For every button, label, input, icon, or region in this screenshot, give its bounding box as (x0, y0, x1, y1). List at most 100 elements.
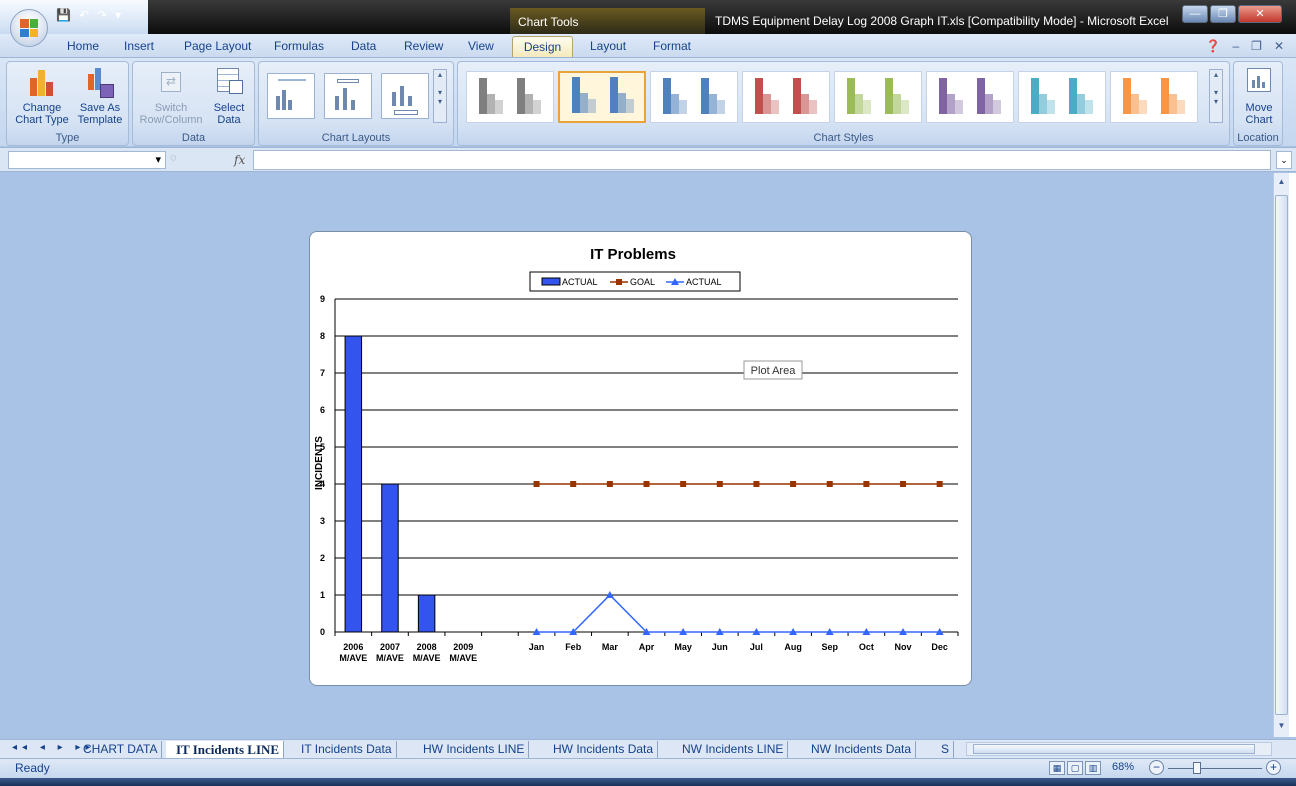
vertical-scrollbar[interactable]: ▲ ▼ (1273, 173, 1289, 737)
close-workbook-icon[interactable]: ✕ (1273, 39, 1284, 53)
minimize-button[interactable]: — (1182, 5, 1208, 23)
x-tick-label: 2007 M/AVE (376, 642, 404, 663)
save-as-template-button[interactable]: Save As Template (72, 66, 128, 126)
tab-data[interactable]: Data (351, 39, 377, 53)
chart-style-3[interactable] (650, 71, 738, 123)
sheet-tab-hw-incidents-line[interactable]: HW Incidents LINE (413, 741, 530, 758)
zoom-in-icon[interactable]: + (1266, 760, 1281, 775)
style-thumb-bar (1085, 100, 1093, 114)
style-thumb-bar (947, 94, 955, 114)
tab-page-layout[interactable]: Page Layout (184, 39, 252, 53)
chart-layout-3[interactable] (381, 73, 429, 119)
style-thumb-bar (671, 94, 679, 114)
style-thumb-bar (533, 100, 541, 114)
change-chart-type-button[interactable]: Change Chart Type (12, 66, 72, 126)
vertical-scroll-thumb[interactable] (1275, 195, 1288, 715)
sheet-tab-nw-incidents-line[interactable]: NW Incidents LINE (672, 741, 789, 758)
page-break-view-icon[interactable]: ▥ (1085, 761, 1101, 775)
chart-styles-scroll[interactable]: ▴ ▾ ▾ (1209, 69, 1223, 123)
close-button[interactable]: ✕ (1238, 5, 1282, 23)
quick-access-toolbar: 💾 ↶ ↷ ▾ (56, 8, 121, 22)
sheet-tab-it-incidents-data[interactable]: IT Incidents Data (291, 741, 397, 758)
sheet-tab-chart-data[interactable]: CHART DATA (73, 741, 163, 758)
tab-insert[interactable]: Insert (124, 39, 155, 53)
move-chart-button[interactable]: Move Chart (1236, 66, 1282, 126)
x-tick-label: Aug (784, 642, 802, 652)
sheet-tab-nw-incidents-data[interactable]: NW Incidents Data (801, 741, 917, 758)
undo-icon[interactable]: ↶ (78, 8, 90, 22)
y-tick-label: 3 (320, 516, 325, 526)
y-tick-label: 7 (320, 368, 325, 378)
x-tick-label-line: Feb (565, 642, 582, 652)
sheet-tab-more[interactable]: S (931, 741, 955, 758)
ribbon-minimize-icon[interactable]: – (1232, 39, 1240, 53)
zoom-slider-thumb[interactable] (1193, 762, 1201, 774)
restore-workbook-icon[interactable]: ❐ (1251, 39, 1262, 53)
sheet-nav-arrows[interactable]: ◂◂ ◂ ▸ ▸▸ (12, 742, 96, 753)
switch-row-column-icon: ⇄ (155, 66, 187, 98)
sheet-tab-hw-incidents-data[interactable]: HW Incidents Data (543, 741, 659, 758)
zoom-slider-track[interactable] (1168, 768, 1262, 769)
chart-style-5[interactable] (834, 71, 922, 123)
horizontal-scrollbar[interactable] (966, 742, 1272, 756)
sheet-tab-bar: ◂◂ ◂ ▸ ▸▸ CHART DATA IT Incidents LINE I… (0, 739, 1296, 758)
chart-style-2[interactable] (558, 71, 646, 123)
scroll-down-icon[interactable]: ▼ (1277, 721, 1286, 730)
name-box-dropdown-icon[interactable]: ▾ (155, 154, 161, 166)
x-tick-label-line: M/AVE (413, 653, 441, 663)
scroll-up-icon[interactable]: ▲ (1277, 177, 1286, 186)
chart-style-4[interactable] (742, 71, 830, 123)
actual-marker (605, 591, 614, 598)
goal-marker (570, 481, 577, 487)
switch-row-column-button[interactable]: ⇄ Switch Row/Column (136, 66, 206, 126)
style-thumb-bar (1177, 100, 1185, 114)
chart-style-6[interactable] (926, 71, 1014, 123)
zoom-level[interactable]: 68% (1112, 761, 1135, 773)
select-data-button[interactable]: Select Data (205, 66, 253, 126)
save-icon[interactable]: 💾 (56, 8, 71, 22)
style-thumb-bar (479, 78, 487, 114)
y-axis-label[interactable]: INCIDENTS (314, 436, 325, 490)
style-thumb-bar (610, 77, 618, 113)
style-thumb-bar (679, 100, 687, 114)
chart-style-8[interactable] (1110, 71, 1198, 123)
zoom-out-icon[interactable]: − (1149, 760, 1164, 775)
window-controls: — ❐ ✕ (1182, 5, 1282, 23)
move-chart-label: Move Chart (1245, 102, 1273, 126)
tab-formulas[interactable]: Formulas (274, 39, 325, 53)
redo-icon[interactable]: ↷ (97, 8, 108, 22)
help-icon[interactable]: ❓ (1205, 39, 1221, 53)
tab-review[interactable]: Review (404, 39, 444, 53)
chart-legend[interactable]: ACTUAL GOAL ACTUAL (529, 271, 741, 292)
page-layout-view-icon[interactable]: ▢ (1067, 761, 1083, 775)
chart-layout-2[interactable] (324, 73, 372, 119)
legend-label: ACTUAL (562, 277, 598, 287)
customize-qat-icon[interactable]: ▾ (115, 8, 122, 22)
office-button[interactable] (10, 9, 48, 47)
tab-format[interactable]: Format (653, 39, 692, 53)
name-box[interactable]: ▾ (8, 151, 166, 169)
chart-title[interactable]: IT Problems (590, 246, 676, 263)
chart-style-1[interactable] (466, 71, 554, 123)
chart-style-7[interactable] (1018, 71, 1106, 123)
chart-layouts-scroll[interactable]: ▴ ▾ ▾ (433, 69, 447, 123)
sheet-tab-it-incidents-line[interactable]: IT Incidents LINE (166, 741, 285, 758)
formula-input[interactable] (253, 150, 1271, 170)
tab-home[interactable]: Home (67, 39, 100, 53)
tab-view[interactable]: View (468, 39, 494, 53)
tab-design[interactable]: Design (512, 36, 573, 59)
normal-view-icon[interactable]: ▦ (1049, 761, 1065, 775)
chart-layout-1[interactable] (267, 73, 315, 119)
horizontal-scroll-thumb[interactable] (973, 744, 1255, 754)
actual-marker (642, 628, 651, 635)
x-tick-label: Nov (895, 642, 912, 652)
maximize-button[interactable]: ❐ (1210, 5, 1236, 23)
style-thumb-bar (985, 94, 993, 114)
tab-layout[interactable]: Layout (590, 39, 627, 53)
insert-function-icon[interactable]: fx (234, 153, 246, 167)
style-thumb-bar (993, 100, 1001, 114)
x-tick-label: Jul (750, 642, 763, 652)
expand-formula-bar-icon[interactable]: ⌄ (1276, 151, 1292, 169)
